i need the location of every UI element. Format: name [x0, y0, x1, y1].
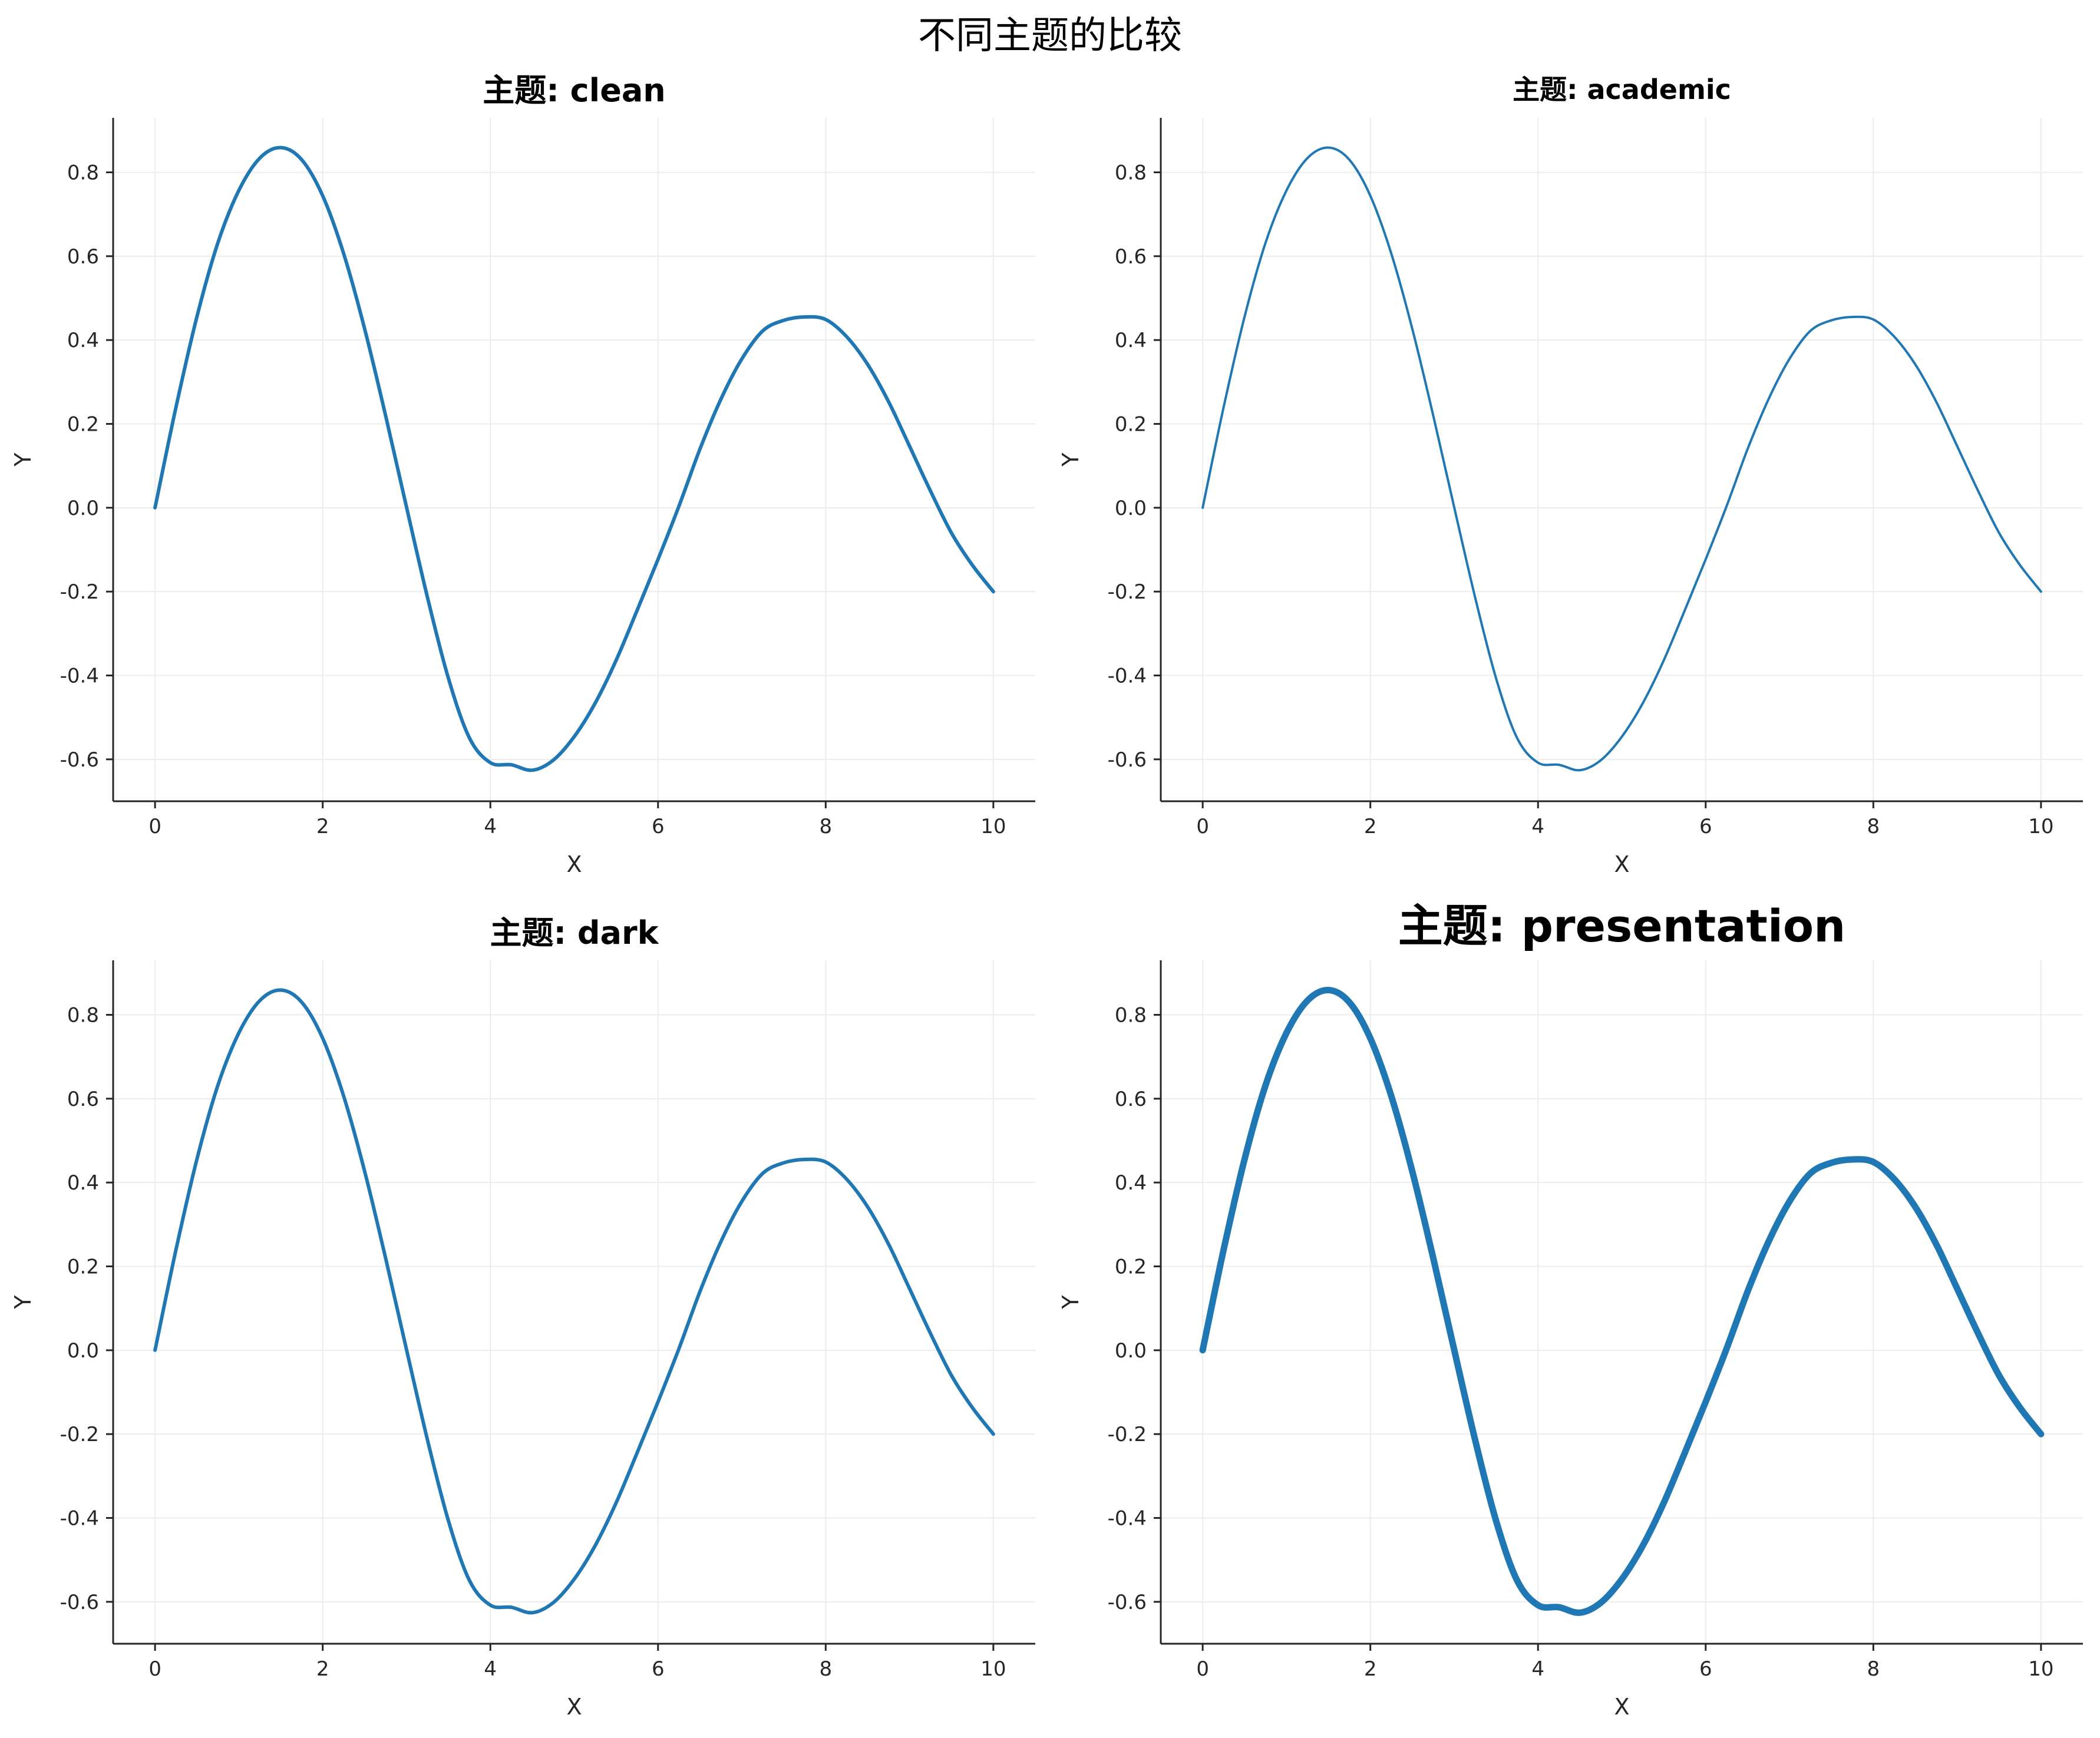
- y-tick-label: 0.0: [1115, 497, 1147, 520]
- y-tick-label: 0.0: [67, 497, 99, 520]
- chart-title: 主题: dark: [490, 914, 659, 951]
- series-line: [153, 146, 995, 772]
- chart-panel-1: 0 2 4 6 8 10 -0.6 -0.4 -0.2 0.0 0.2 0.4 0.6 0.8 X Y 主题: …: [10, 72, 1035, 877]
- y-tick-label: 0.8: [67, 1004, 99, 1027]
- x-tick-label: 4: [1531, 815, 1544, 838]
- x-tick-label: 8: [819, 1657, 832, 1681]
- y-tick-label: 0.2: [67, 1255, 99, 1279]
- y-axis-label: Y: [10, 452, 36, 467]
- x-tick-label: 10: [2028, 1657, 2053, 1681]
- y-tick-label: 0.8: [1115, 161, 1147, 185]
- x-tick-label: 0: [1196, 1657, 1209, 1681]
- y-axis-label: Y: [10, 1295, 36, 1310]
- x-tick-label: 2: [1364, 1657, 1377, 1681]
- x-tick-label: 0: [148, 1657, 161, 1681]
- x-tick-label: 2: [316, 1657, 329, 1681]
- y-tick-label: -0.6: [60, 1591, 99, 1614]
- y-tick-label: 0.8: [1115, 1004, 1147, 1027]
- x-tick-label: 4: [484, 1657, 497, 1681]
- x-axis-label: X: [1614, 851, 1629, 877]
- y-tick-label: -0.2: [60, 580, 99, 604]
- x-tick-label: 6: [652, 815, 665, 838]
- x-tick-label: 10: [980, 1657, 1006, 1681]
- chart-title: 主题: clean: [483, 72, 665, 109]
- x-tick-label: 6: [1699, 815, 1712, 838]
- y-tick-label: -0.4: [1108, 665, 1147, 688]
- y-tick-label: -0.6: [1108, 1591, 1147, 1614]
- x-tick-label: 6: [1699, 1657, 1712, 1681]
- y-tick-label: -0.2: [1108, 580, 1147, 604]
- x-tick-label: 4: [484, 815, 497, 838]
- y-tick-label: 0.2: [1115, 1255, 1147, 1279]
- y-tick-label: -0.2: [60, 1423, 99, 1446]
- x-tick-label: 10: [2028, 815, 2053, 838]
- y-tick-label: 0.6: [67, 1088, 99, 1111]
- figure-suptitle: 不同主题的比较: [918, 14, 1182, 58]
- y-tick-label: 0.2: [1115, 413, 1147, 437]
- y-tick-label: 0.0: [1115, 1339, 1147, 1363]
- x-tick-label: 10: [980, 815, 1006, 838]
- x-axis-label: X: [566, 851, 582, 877]
- x-tick-label: 8: [819, 815, 832, 838]
- y-tick-label: -0.4: [1108, 1507, 1147, 1531]
- y-tick-label: 0.6: [67, 245, 99, 269]
- y-tick-label: 0.6: [1115, 1088, 1147, 1111]
- y-tick-label: 0.4: [67, 1171, 99, 1195]
- y-tick-label: 0.4: [1115, 1171, 1147, 1195]
- x-tick-label: 2: [316, 815, 329, 838]
- y-tick-label: -0.2: [1108, 1423, 1147, 1446]
- chart-title: 主题: presentation: [1398, 900, 1845, 952]
- y-axis-label: Y: [1058, 1295, 1084, 1310]
- y-tick-label: -0.6: [1108, 748, 1147, 772]
- y-tick-label: 0.6: [1115, 245, 1147, 269]
- x-axis-label: X: [566, 1694, 582, 1720]
- chart-panel-2: 0 2 4 6 8 10 -0.6 -0.4 -0.2 0.0 0.2 0.4 0.6 0.8 X Y 主题: …: [1058, 74, 2083, 877]
- series-line: [1201, 146, 2042, 772]
- y-tick-label: -0.4: [60, 1507, 99, 1531]
- series-line: [153, 988, 995, 1615]
- y-tick-label: 0.2: [67, 413, 99, 437]
- y-tick-label: 0.0: [67, 1339, 99, 1363]
- x-tick-label: 8: [1867, 815, 1880, 838]
- y-tick-label: 0.4: [67, 329, 99, 352]
- y-tick-label: 0.8: [67, 161, 99, 185]
- y-tick-label: -0.4: [60, 665, 99, 688]
- x-tick-label: 8: [1867, 1657, 1880, 1681]
- chart-panel-4: 0 2 4 6 8 10 -0.6 -0.4 -0.2 0.0 0.2 0.4 0.6 0.8 X Y 主题: …: [1058, 900, 2083, 1720]
- x-tick-label: 0: [1196, 815, 1209, 838]
- x-tick-label: 2: [1364, 815, 1377, 838]
- series-line: [1199, 987, 2045, 1616]
- x-tick-label: 6: [652, 1657, 665, 1681]
- y-axis-label: Y: [1058, 452, 1084, 467]
- x-axis-label: X: [1614, 1694, 1629, 1720]
- x-tick-label: 4: [1531, 1657, 1544, 1681]
- chart-panel-3: 0 2 4 6 8 10 -0.6 -0.4 -0.2 0.0 0.2 0.4 0.6 0.8 X Y 主题: …: [10, 914, 1035, 1720]
- y-tick-label: 0.4: [1115, 329, 1147, 352]
- y-tick-label: -0.6: [60, 748, 99, 772]
- x-tick-label: 0: [148, 815, 161, 838]
- chart-title: 主题: academic: [1513, 74, 1731, 105]
